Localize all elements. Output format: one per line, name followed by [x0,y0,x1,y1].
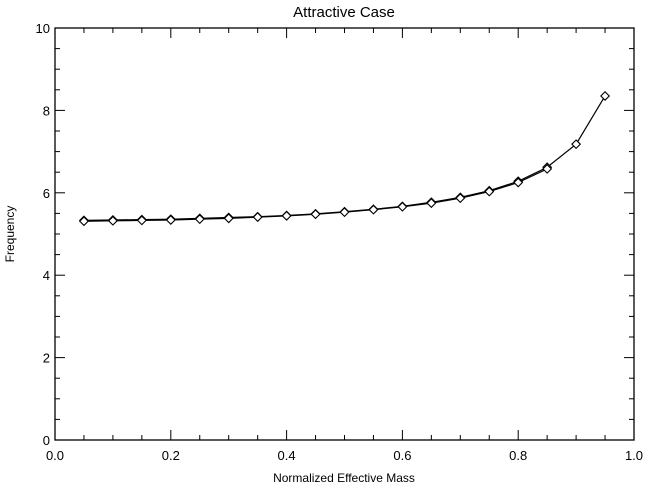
y-axis-label: Frequency [3,206,17,263]
plot-frame [54,27,635,441]
series-2-marker [165,215,176,225]
x-axis-label: Normalized Effective Mass [273,471,415,485]
x-tick-label: 0.0 [46,448,64,463]
series-2-marker [484,186,495,197]
series-2-marker [368,204,379,215]
series-2-marker [513,177,524,188]
series-2-marker [107,215,118,226]
series-2-marker [455,193,466,204]
y-tick-label: 2 [43,351,50,366]
x-tick-label: 1.0 [625,448,643,463]
chart-title: Attractive Case [293,4,395,21]
y-tick-label: 10 [36,21,50,36]
series-2-marker [78,216,89,227]
series-2-marker [339,207,350,218]
series-1-line [83,95,606,221]
series-2-marker [397,201,408,212]
x-tick-label: 0.4 [278,448,296,463]
series-lines [83,95,606,222]
series-markers [78,91,611,227]
series-2-marker [252,212,263,223]
series-2-marker [223,213,234,224]
x-tick-label: 0.2 [162,448,180,463]
series-2-marker [310,209,321,220]
y-tick-label: 8 [43,103,50,118]
axis-ticks: 0.0 0.2 0.4 0.6 0.8 1.0 0 2 4 6 8 10 [36,21,644,463]
series-1-marker [571,139,582,150]
x-tick-label: 0.6 [393,448,411,463]
y-tick-label: 6 [43,186,50,201]
x-tick-label: 0.8 [509,448,527,463]
y-tick-label: 4 [43,268,50,283]
y-tick-label: 0 [43,433,50,448]
series-1-marker [600,91,611,101]
series-2-marker [426,198,437,209]
series-2-marker [542,163,553,174]
series-2-marker [194,214,205,225]
series-2-marker [136,215,147,226]
series-2-marker [281,210,292,221]
